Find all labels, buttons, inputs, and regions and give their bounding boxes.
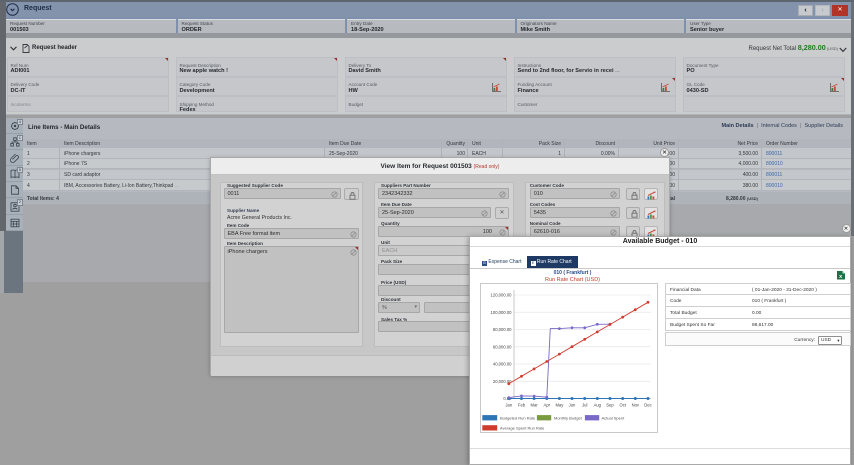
svg-text:Nov: Nov <box>632 403 640 408</box>
svg-text:40,000.00: 40,000.00 <box>493 362 512 367</box>
svg-text:Mar: Mar <box>530 403 538 408</box>
svg-text:Jan: Jan <box>505 403 512 408</box>
svg-text:Dec: Dec <box>644 403 651 408</box>
svg-text:60,000.00: 60,000.00 <box>493 345 512 350</box>
svg-text:Actual Spent: Actual Spent <box>602 415 626 420</box>
svg-text:Aug: Aug <box>594 403 602 408</box>
svg-text:80,000.00: 80,000.00 <box>493 327 512 332</box>
svg-text:20,000.00: 20,000.00 <box>493 379 512 384</box>
svg-text:Jun: Jun <box>569 403 576 408</box>
svg-text:Monthly Budget: Monthly Budget <box>554 415 583 420</box>
svg-text:Feb: Feb <box>518 403 526 408</box>
svg-text:Apr: Apr <box>544 403 551 408</box>
svg-text:Oct: Oct <box>619 403 626 408</box>
svg-text:May: May <box>555 403 564 408</box>
svg-text:120,000.00: 120,000.00 <box>491 293 513 298</box>
svg-text:Budgeted Run Rate: Budgeted Run Rate <box>500 415 536 420</box>
svg-text:Sep: Sep <box>606 403 614 408</box>
svg-text:Average Spent Run Rate: Average Spent Run Rate <box>500 426 545 431</box>
svg-text:100,000.00: 100,000.00 <box>491 310 513 315</box>
svg-text:x: x <box>839 274 843 280</box>
svg-text:Jul: Jul <box>582 403 587 408</box>
